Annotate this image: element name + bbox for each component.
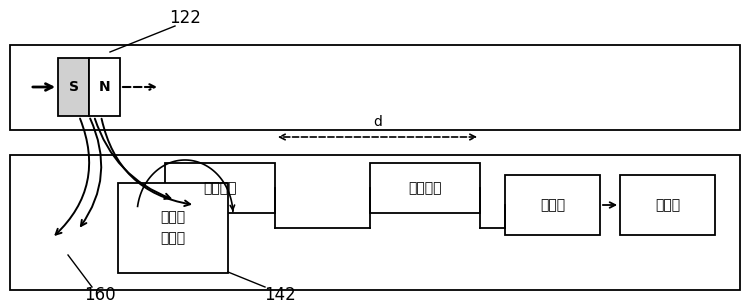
Bar — [58, 58, 89, 116]
Bar — [370, 163, 480, 213]
Text: 122: 122 — [169, 9, 201, 27]
Text: 160: 160 — [84, 286, 116, 304]
Text: S: S — [68, 80, 79, 94]
Text: 存储器: 存储器 — [655, 198, 680, 212]
Bar — [620, 175, 715, 235]
Text: 第一霍尔: 第一霍尔 — [203, 181, 237, 195]
Text: d: d — [373, 115, 382, 129]
Text: 干扰磁
性器件: 干扰磁 性器件 — [160, 211, 185, 245]
Bar — [89, 58, 120, 116]
Bar — [10, 155, 740, 290]
Text: 142: 142 — [264, 286, 296, 304]
Bar — [165, 163, 275, 213]
Bar — [10, 45, 740, 130]
Text: N: N — [99, 80, 110, 94]
Text: 第二霍尔: 第二霍尔 — [408, 181, 442, 195]
Bar — [118, 183, 228, 273]
Bar — [505, 175, 600, 235]
Text: 处理器: 处理器 — [540, 198, 565, 212]
